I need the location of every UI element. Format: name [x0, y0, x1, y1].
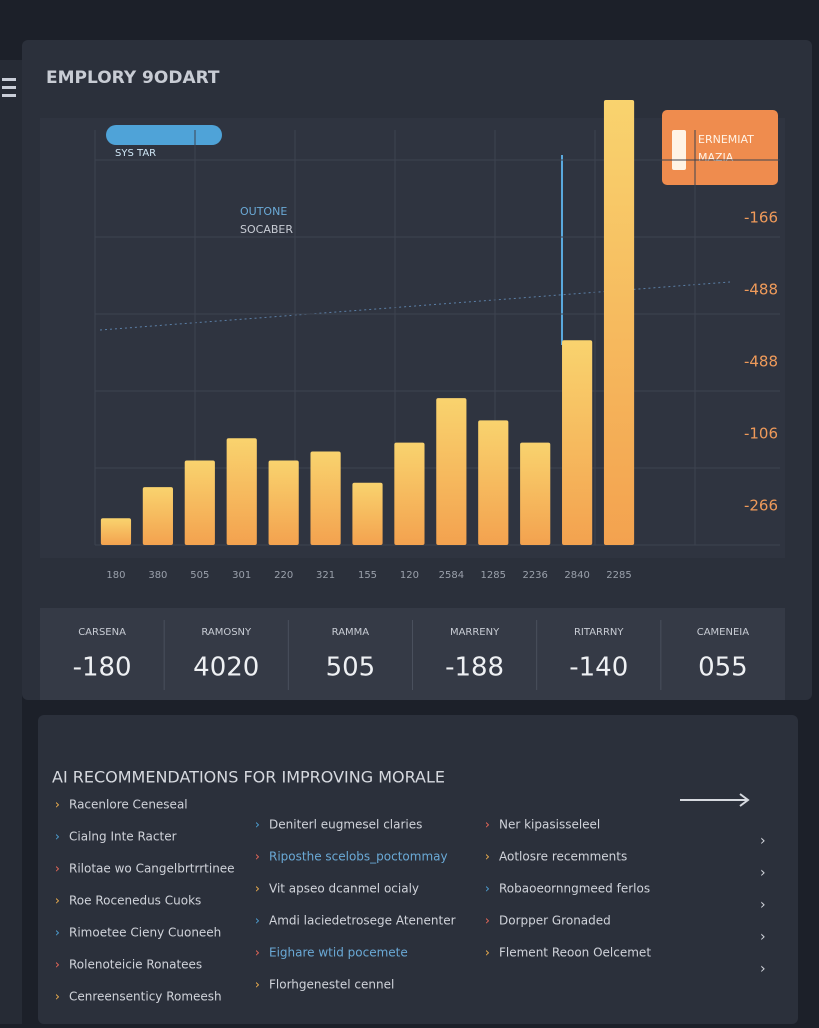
- x-tick-label: 220: [274, 570, 293, 581]
- stat-label: RITARRNY: [574, 627, 624, 638]
- recommendation[interactable]: Roe Rocenedus Cuoks: [69, 894, 201, 908]
- bar: [310, 451, 341, 545]
- recommendation[interactable]: Ner kipasisseleel: [499, 818, 600, 832]
- recommendation[interactable]: Vit apseo dcanmel ocialy: [269, 882, 419, 896]
- bar: [394, 442, 425, 545]
- recommendation[interactable]: Amdi laciedetrosege Atenenter: [269, 914, 456, 928]
- bullet: ›: [55, 798, 60, 812]
- stat-label: MARRENY: [450, 627, 500, 638]
- callout-line: ERNEMIAT: [698, 133, 754, 146]
- recommendations-title: AI RECOMMENDATIONS FOR IMPROVING MORALE: [52, 768, 445, 787]
- stat-value: 055: [698, 653, 748, 683]
- bar: [100, 518, 132, 545]
- x-tick-label: 155: [358, 570, 377, 581]
- bar: [478, 420, 509, 545]
- side-label: -266: [744, 497, 778, 515]
- recommendation[interactable]: Rolenoteicie Ronatees: [69, 958, 202, 972]
- bullet: ›: [55, 926, 60, 940]
- recommendation[interactable]: Riposthe scelobs_poctommay: [269, 850, 448, 864]
- note-line: OUTONE: [240, 205, 287, 218]
- bullet: ›: [55, 958, 60, 972]
- arrow[interactable]: [680, 793, 750, 807]
- stat-label: CARSENA: [78, 627, 126, 638]
- menu-icon[interactable]: [2, 78, 16, 97]
- bullet: ›: [255, 850, 260, 864]
- x-tick-label: 1285: [481, 570, 506, 581]
- bar: [562, 340, 593, 545]
- recommendations-panel: [38, 715, 798, 1024]
- x-tick-label: 180: [106, 570, 125, 581]
- chevron[interactable]: ›: [760, 865, 766, 881]
- chevron[interactable]: ›: [760, 833, 766, 849]
- recommendation[interactable]: Cenreensenticy Romeesh: [69, 990, 222, 1004]
- pill-label: SYS TAR: [115, 148, 156, 159]
- stat-value: -188: [445, 653, 504, 683]
- stat-value: -180: [73, 653, 132, 683]
- x-tick-label: 2285: [606, 570, 631, 581]
- bullet: ›: [55, 862, 60, 876]
- recommendation[interactable]: Racenlore Ceneseal: [69, 798, 188, 812]
- chevron[interactable]: ›: [760, 929, 766, 945]
- bullet: ›: [485, 818, 490, 832]
- sidebar: [0, 60, 22, 1024]
- stat-label: RAMMA: [332, 627, 370, 638]
- pill[interactable]: [106, 125, 222, 145]
- callout[interactable]: [662, 110, 778, 185]
- recommendation[interactable]: Rilotae wo Cangelbrtrrtinee: [69, 862, 235, 876]
- stat-value: -140: [569, 653, 628, 683]
- callout-icon: [672, 130, 686, 170]
- x-tick-label: 505: [190, 570, 209, 581]
- bar: [352, 482, 383, 545]
- recommendation[interactable]: Robaoeornngmeed ferlos: [499, 882, 650, 896]
- bar: [226, 438, 257, 545]
- bullet: ›: [485, 914, 490, 928]
- x-tick-label: 2236: [522, 570, 547, 581]
- bullet: ›: [55, 894, 60, 908]
- stat-value: 505: [326, 653, 376, 683]
- side-label: -488: [744, 281, 778, 299]
- recommendation[interactable]: Deniterl eugmesel claries: [269, 818, 422, 832]
- x-tick-label: 301: [232, 570, 251, 581]
- bar: [520, 442, 551, 545]
- recommendation[interactable]: Cialng Inte Racter: [69, 830, 177, 844]
- x-tick-label: 2584: [439, 570, 464, 581]
- bar: [603, 100, 635, 545]
- page-title: EMPLORY 9ODART: [46, 68, 220, 88]
- bullet: ›: [485, 882, 490, 896]
- x-tick-label: 321: [316, 570, 335, 581]
- x-tick-label: 2840: [564, 570, 589, 581]
- x-tick-label: 120: [400, 570, 419, 581]
- side-label: -488: [744, 353, 778, 371]
- bullet: ›: [55, 830, 60, 844]
- bullet: ›: [55, 990, 60, 1004]
- bullet: ›: [485, 850, 490, 864]
- recommendation[interactable]: Eighare wtid pocemete: [269, 946, 408, 960]
- bar: [436, 398, 467, 545]
- callout-line: MAZIA: [698, 151, 734, 164]
- bullet: ›: [255, 882, 260, 896]
- recommendation[interactable]: Rimoetee Cieny Cuoneeh: [69, 926, 221, 940]
- stat-label: RAMOSNY: [201, 627, 252, 638]
- bullet: ›: [255, 914, 260, 928]
- chevron[interactable]: ›: [760, 961, 766, 977]
- stat-value: 4020: [193, 653, 259, 683]
- recommendation[interactable]: Dorpper Gronaded: [499, 914, 611, 928]
- bullet: ›: [485, 946, 490, 960]
- bar: [142, 487, 173, 545]
- side-label: -106: [744, 425, 778, 443]
- chevron[interactable]: ›: [760, 897, 766, 913]
- recommendation[interactable]: Aotlosre recemments: [499, 850, 627, 864]
- stat-label: CAMENEIA: [697, 627, 750, 638]
- bar: [184, 460, 215, 545]
- side-label: -166: [744, 209, 778, 227]
- bullet: ›: [255, 946, 260, 960]
- bullet: ›: [255, 818, 260, 832]
- recommendation[interactable]: Flement Reoon Oelcemet: [499, 946, 651, 960]
- note-line: SOCABER: [240, 223, 293, 236]
- recommendation[interactable]: Florhgenestel cennel: [269, 978, 394, 992]
- bar: [268, 460, 299, 545]
- x-tick-label: 380: [148, 570, 167, 581]
- bullet: ›: [255, 978, 260, 992]
